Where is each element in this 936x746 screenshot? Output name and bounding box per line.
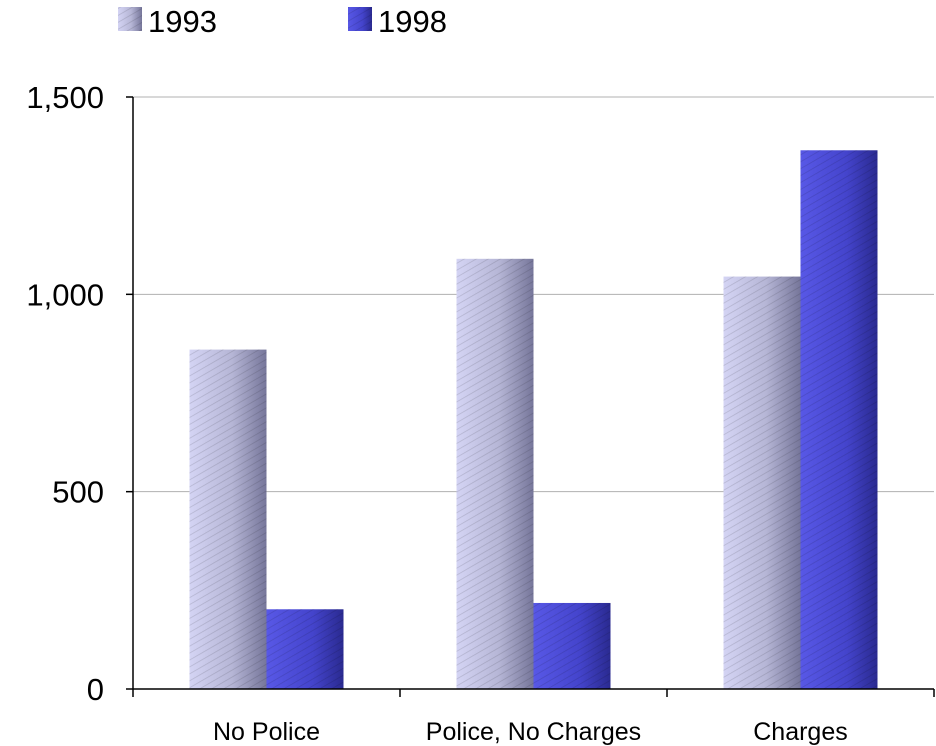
x-tick-label-no-police: No Police (213, 718, 320, 746)
legend-item-1998: 1998 (348, 4, 447, 39)
bar-hatch-1993-no-police (189, 349, 267, 689)
bar-hatch-1998-charges (800, 150, 878, 689)
y-tick-label: 0 (87, 672, 104, 707)
bar-hatch-1998-police-no-charges (533, 602, 611, 689)
bar-hatch-1993-police-no-charges (456, 258, 534, 689)
legend-label-1998: 1998 (378, 4, 447, 39)
x-tick-label-police-no-charges: Police, No Charges (426, 718, 641, 746)
y-tick-label: 1,000 (26, 277, 104, 312)
y-axis-ticks: 0 500 1,000 1,500 (26, 80, 104, 707)
legend-item-1993: 1993 (118, 4, 217, 39)
bars (189, 150, 878, 689)
legend: 1993 1998 (118, 4, 447, 39)
bar-hatch-1998-no-police (266, 609, 344, 689)
bar-hatch-1993-charges (723, 276, 801, 689)
x-axis-categories: No Police Police, No Charges Charges (213, 718, 848, 746)
legend-label-1993: 1993 (148, 4, 217, 39)
y-tick-label: 500 (52, 475, 104, 510)
y-tick-label: 1,500 (26, 80, 104, 115)
x-tick-label-charges: Charges (753, 718, 848, 746)
x-axis-tick-marks (126, 96, 935, 697)
